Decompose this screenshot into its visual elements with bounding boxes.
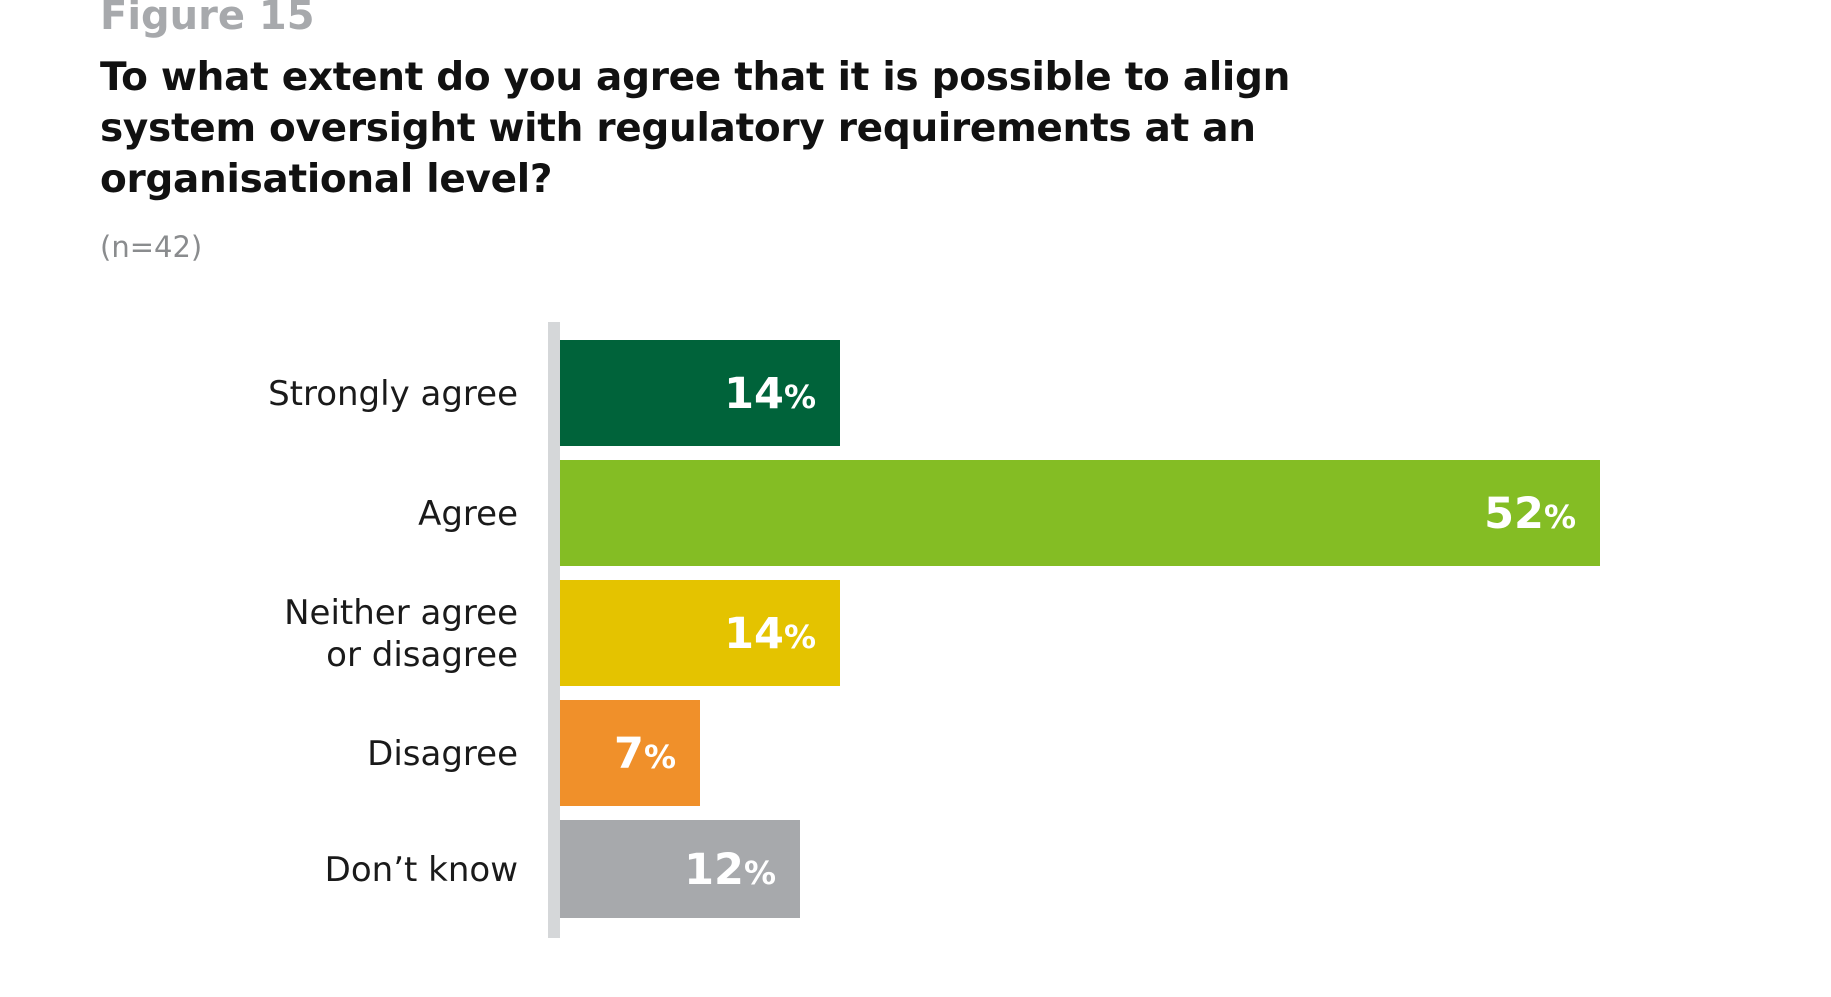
data-label: 52% [1484, 489, 1576, 539]
bar [560, 460, 1600, 566]
category-label: Disagree [367, 734, 518, 774]
bar [560, 580, 840, 686]
category-label: Neither agree [284, 593, 518, 633]
y-axis-line [548, 322, 560, 938]
data-label: 7% [614, 729, 676, 779]
data-label: 14% [724, 369, 816, 419]
category-label: or disagree [326, 635, 518, 675]
chart-title: To what extent do you agree that it is p… [100, 55, 1291, 202]
category-label: Don’t know [325, 850, 518, 890]
data-label: 14% [724, 609, 816, 659]
data-label: 12% [684, 845, 776, 895]
figure-label: Figure 15 [100, 0, 315, 39]
bar [560, 340, 840, 446]
bar [560, 700, 700, 806]
category-label: Strongly agree [268, 374, 518, 414]
sample-size-note: (n=42) [100, 230, 203, 264]
category-label: Agree [418, 494, 518, 534]
bar [560, 820, 800, 918]
